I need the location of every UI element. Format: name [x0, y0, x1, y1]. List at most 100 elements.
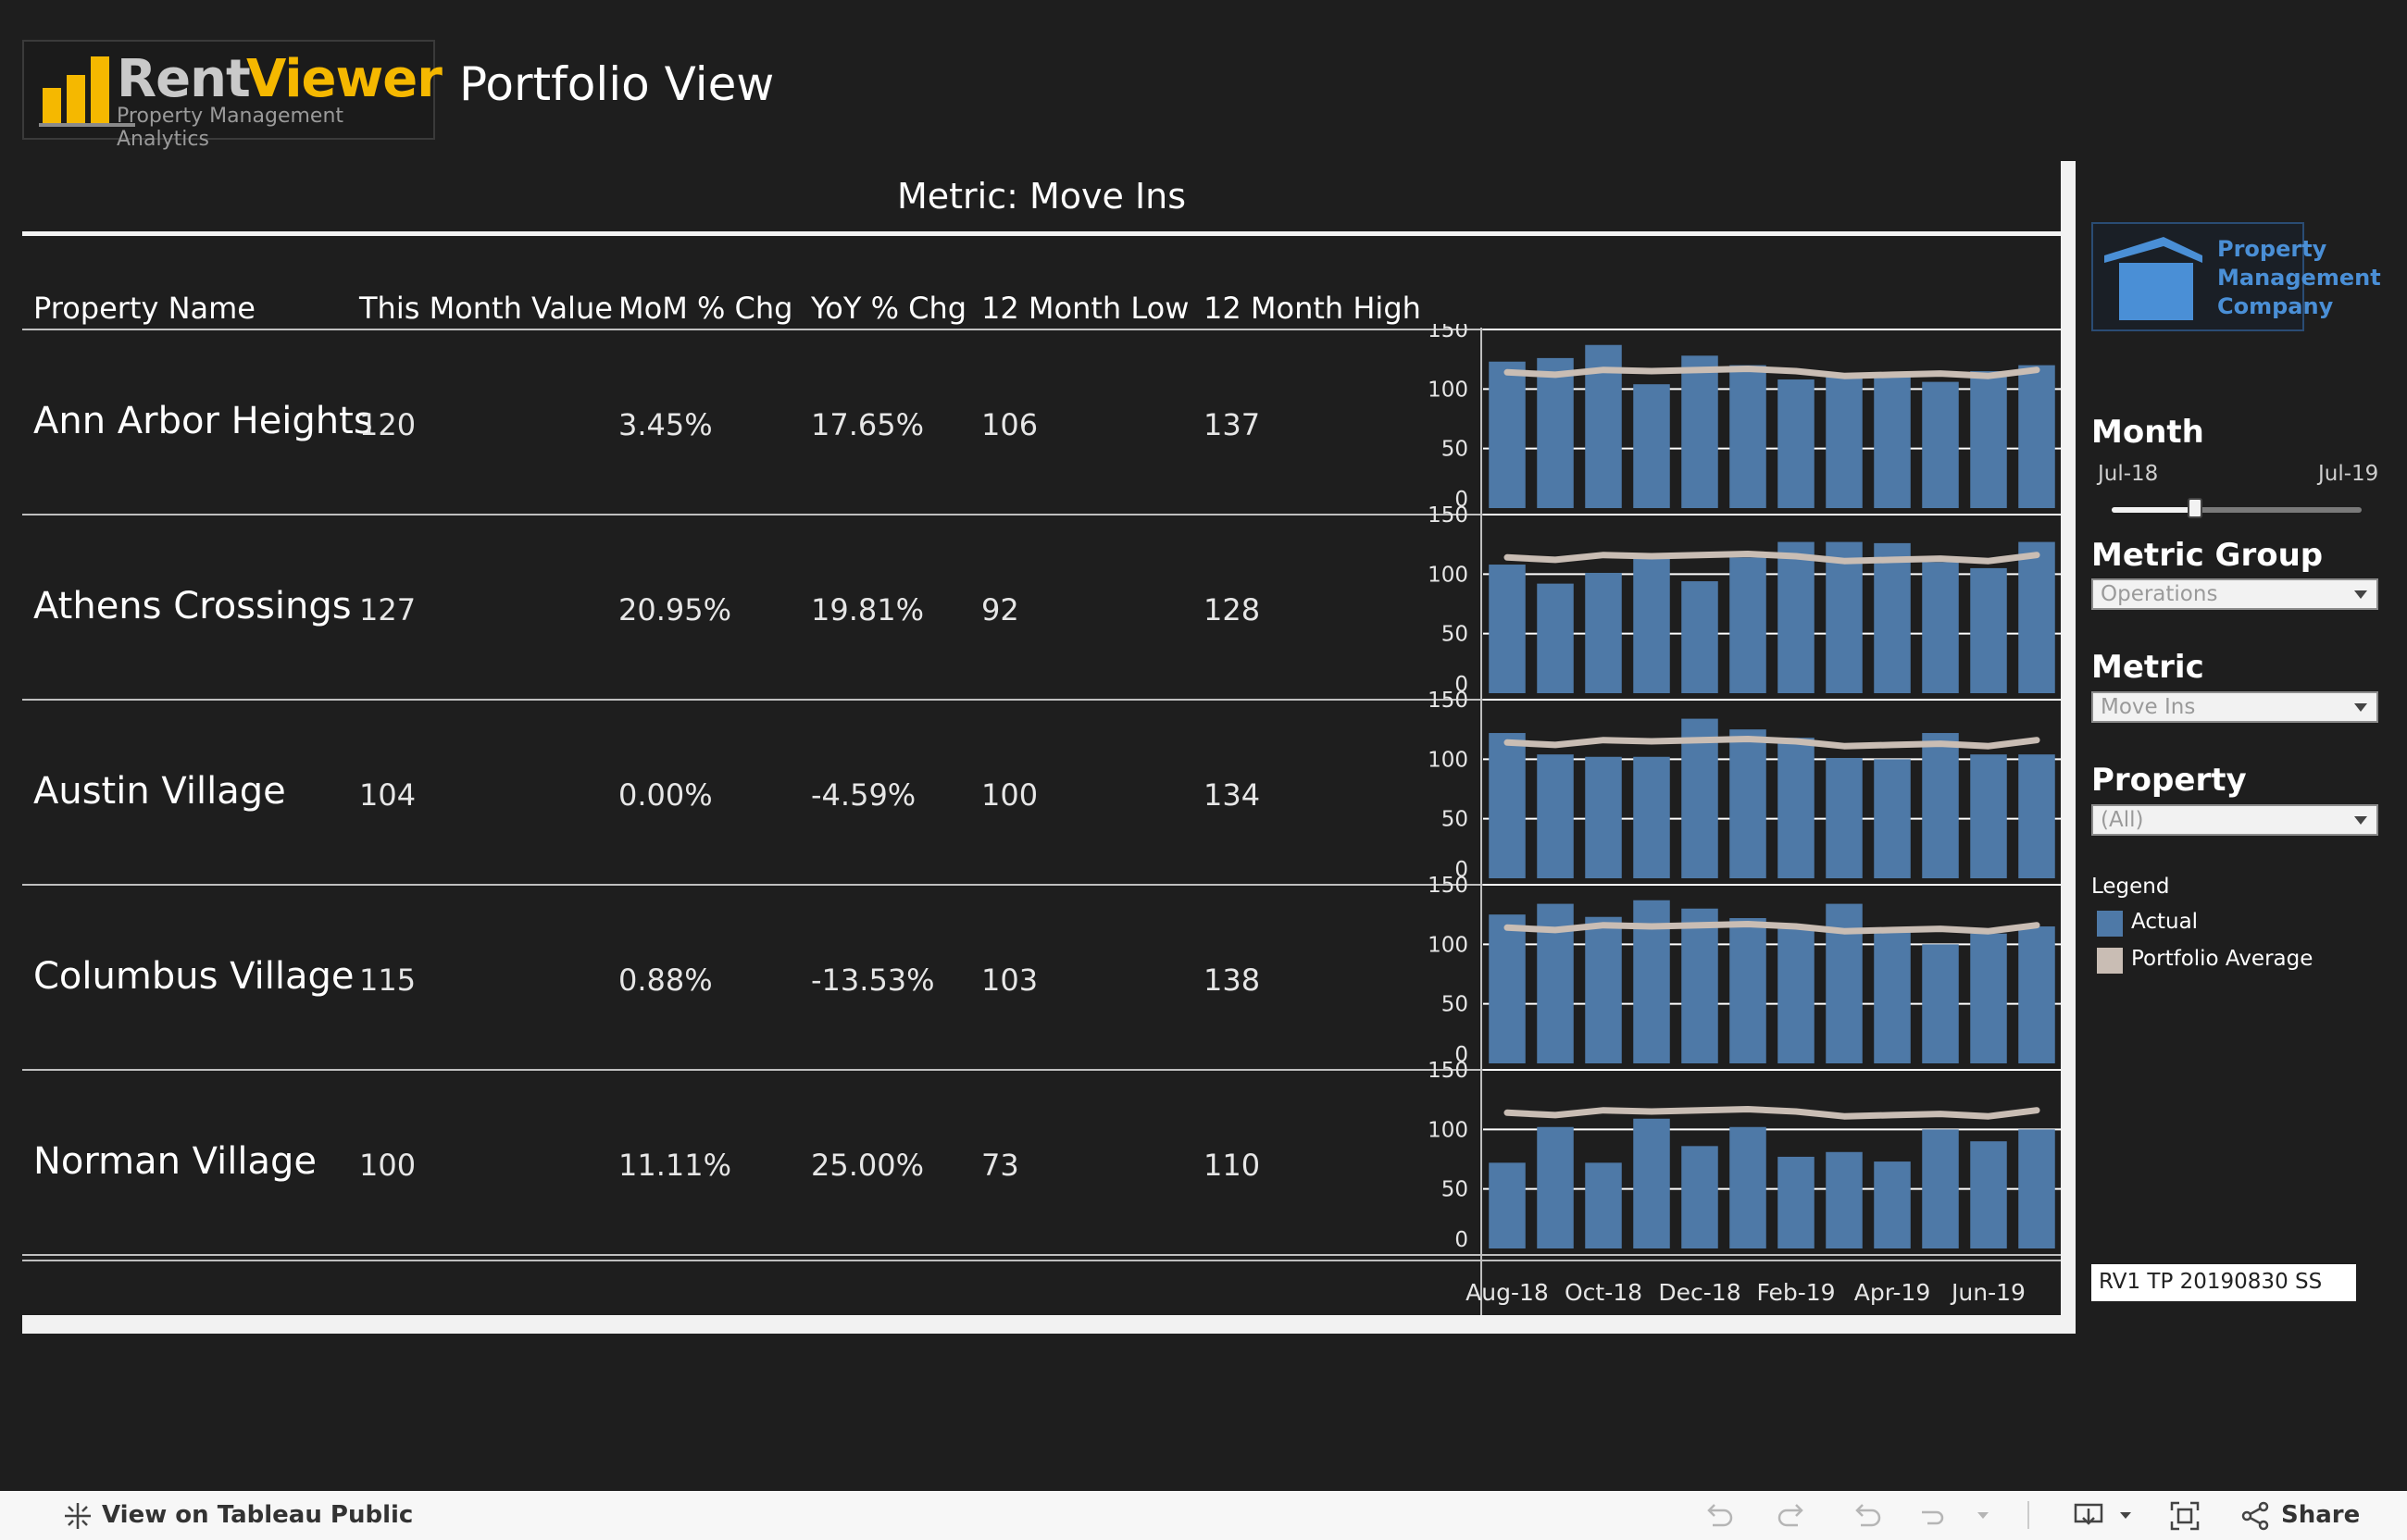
chart-bar-actual[interactable] — [1633, 558, 1670, 693]
revert-icon[interactable] — [1850, 1499, 1883, 1533]
y-tick-label: 50 — [1441, 1178, 1468, 1202]
chart-bar-actual[interactable] — [1681, 908, 1718, 1063]
property-name[interactable]: Austin Village — [33, 770, 286, 813]
share-button[interactable]: Share — [2281, 1501, 2361, 1529]
undo-icon[interactable] — [1702, 1499, 1735, 1533]
chart-bar-actual[interactable] — [1729, 918, 1766, 1063]
chart-bar-actual[interactable] — [1970, 1141, 2007, 1248]
chart-bar-actual[interactable] — [1922, 1129, 1959, 1248]
legend-label-average[interactable]: Portfolio Average — [2131, 947, 2313, 971]
chart-line-portfolio-average[interactable] — [1503, 1106, 2040, 1120]
chart-bar-actual[interactable] — [1777, 738, 1815, 878]
chart-bar-actual[interactable] — [1489, 361, 1526, 508]
col-header-12-month-high[interactable]: 12 Month High — [1204, 291, 1421, 326]
property-name[interactable]: Athens Crossings — [33, 585, 352, 627]
fullscreen-icon[interactable] — [2168, 1499, 2201, 1533]
chart-bar-actual[interactable] — [1970, 754, 2007, 878]
chevron-down-icon[interactable] — [1966, 1499, 2000, 1533]
property-name[interactable]: Columbus Village — [33, 955, 355, 998]
chart-bar-actual[interactable] — [1922, 381, 1959, 508]
chart-bar-actual[interactable] — [1585, 1162, 1622, 1248]
chart-bar-actual[interactable] — [1826, 376, 1863, 508]
chart-bar-actual[interactable] — [1874, 1161, 1911, 1248]
chart-bar-actual[interactable] — [1729, 365, 1766, 508]
chart-bar-actual[interactable] — [1777, 1156, 1815, 1248]
chart-bar-actual[interactable] — [1874, 542, 1911, 693]
chart-bar-actual[interactable] — [1970, 933, 2007, 1063]
refresh-icon[interactable] — [1914, 1499, 1948, 1533]
chart-bar-actual[interactable] — [1489, 565, 1526, 693]
redo-icon[interactable] — [1776, 1499, 1809, 1533]
tableau-logo-icon[interactable] — [61, 1499, 94, 1533]
metric-title: Metric: Move Ins — [896, 176, 1187, 217]
chart-bar-actual[interactable] — [1537, 583, 1574, 693]
property-name[interactable]: Ann Arbor Heights — [33, 400, 373, 442]
chart-bar-actual[interactable] — [1729, 557, 1766, 693]
chart-bar-actual[interactable] — [1874, 374, 1911, 508]
col-header-12-month-low[interactable]: 12 Month Low — [981, 291, 1190, 326]
chart-line-portfolio-average[interactable] — [1503, 366, 2040, 379]
chart-bar-actual[interactable] — [1633, 1118, 1670, 1248]
chart-bar-actual[interactable] — [1729, 729, 1766, 878]
chart-bar-actual[interactable] — [1681, 355, 1718, 508]
chart-bar-actual[interactable] — [1585, 756, 1622, 878]
chart-bar-actual[interactable] — [1826, 1151, 1863, 1248]
chart-bar-actual[interactable] — [1681, 1146, 1718, 1248]
col-header-yoy-chg[interactable]: YoY % Chg — [811, 291, 967, 326]
chart-bar-actual[interactable] — [1633, 384, 1670, 508]
chart-bar-actual[interactable] — [1585, 916, 1622, 1063]
this-month-value: 127 — [359, 592, 417, 627]
x-tick-label: Jun-19 — [1950, 1279, 2026, 1306]
chart-bar-actual[interactable] — [1777, 379, 1815, 508]
chart-bar-actual[interactable] — [2018, 541, 2055, 693]
chart-bar-actual[interactable] — [1922, 733, 1959, 878]
chart-bar-actual[interactable] — [1777, 541, 1815, 693]
chart-bar-actual[interactable] — [1826, 541, 1863, 693]
chart-line-portfolio-average[interactable] — [1503, 736, 2040, 750]
chart-bar-actual[interactable] — [1826, 758, 1863, 878]
chart-bar-actual[interactable] — [1922, 944, 1959, 1063]
chart-bar-actual[interactable] — [1874, 931, 1911, 1063]
chart-bar-actual[interactable] — [1681, 718, 1718, 878]
chart-bar-actual[interactable] — [1922, 562, 1959, 693]
chart-bar-actual[interactable] — [1970, 371, 2007, 508]
this-month-value: 100 — [359, 1148, 417, 1183]
chart-bar-actual[interactable] — [2018, 1129, 2055, 1248]
chart-bar-actual[interactable] — [1970, 567, 2007, 693]
month-slider-track[interactable] — [2112, 507, 2362, 513]
col-header-mom-chg[interactable]: MoM % Chg — [618, 291, 793, 326]
chart-line-portfolio-average[interactable] — [1503, 551, 2040, 565]
property-name[interactable]: Norman Village — [33, 1140, 318, 1183]
chart-bar-actual[interactable] — [1537, 1126, 1574, 1248]
chart-bar-actual[interactable] — [1777, 928, 1815, 1063]
chart-line-portfolio-average[interactable] — [1503, 921, 2040, 935]
month-slider-handle[interactable] — [2188, 498, 2202, 518]
chart-bar-actual[interactable] — [1489, 1162, 1526, 1248]
company-logo-line: Property — [2217, 236, 2327, 262]
chart-bar-actual[interactable] — [1489, 733, 1526, 878]
chart-bar-actual[interactable] — [1633, 756, 1670, 878]
legend-label-actual[interactable]: Actual — [2131, 910, 2199, 934]
col-header-this-month-value[interactable]: This Month Value — [359, 291, 613, 326]
chart-bar-actual[interactable] — [1729, 1126, 1766, 1248]
col-header-property-name[interactable]: Property Name — [33, 291, 256, 326]
chart-bar-actual[interactable] — [1585, 573, 1622, 693]
rentviewer-logo: Rent Viewer Property Management Analytic… — [22, 40, 443, 151]
chart-bar-actual[interactable] — [1681, 581, 1718, 693]
chart-bar-actual[interactable] — [1489, 914, 1526, 1063]
share-icon[interactable] — [2239, 1499, 2272, 1533]
chart-bar-actual[interactable] — [1537, 754, 1574, 878]
metric-dropdown[interactable]: Move Ins — [2091, 691, 2378, 723]
chart-bar-actual[interactable] — [2018, 754, 2055, 878]
metric-group-dropdown[interactable]: Operations — [2091, 578, 2378, 610]
chart-bar-actual[interactable] — [1537, 357, 1574, 508]
chevron-down-icon[interactable] — [2109, 1499, 2142, 1533]
chart-bar-actual[interactable] — [2018, 926, 2055, 1063]
chart-bar-actual[interactable] — [2018, 365, 2055, 508]
move-ins-trend-chart[interactable]: 0501001500501001500501001500501001500501… — [1389, 324, 2061, 1319]
download-icon[interactable] — [2072, 1499, 2105, 1533]
x-tick-label: Aug-18 — [1465, 1279, 1549, 1306]
view-on-tableau-public-link[interactable]: View on Tableau Public — [102, 1501, 414, 1529]
chart-bar-actual[interactable] — [1874, 759, 1911, 878]
property-dropdown[interactable]: (All) — [2091, 804, 2378, 836]
